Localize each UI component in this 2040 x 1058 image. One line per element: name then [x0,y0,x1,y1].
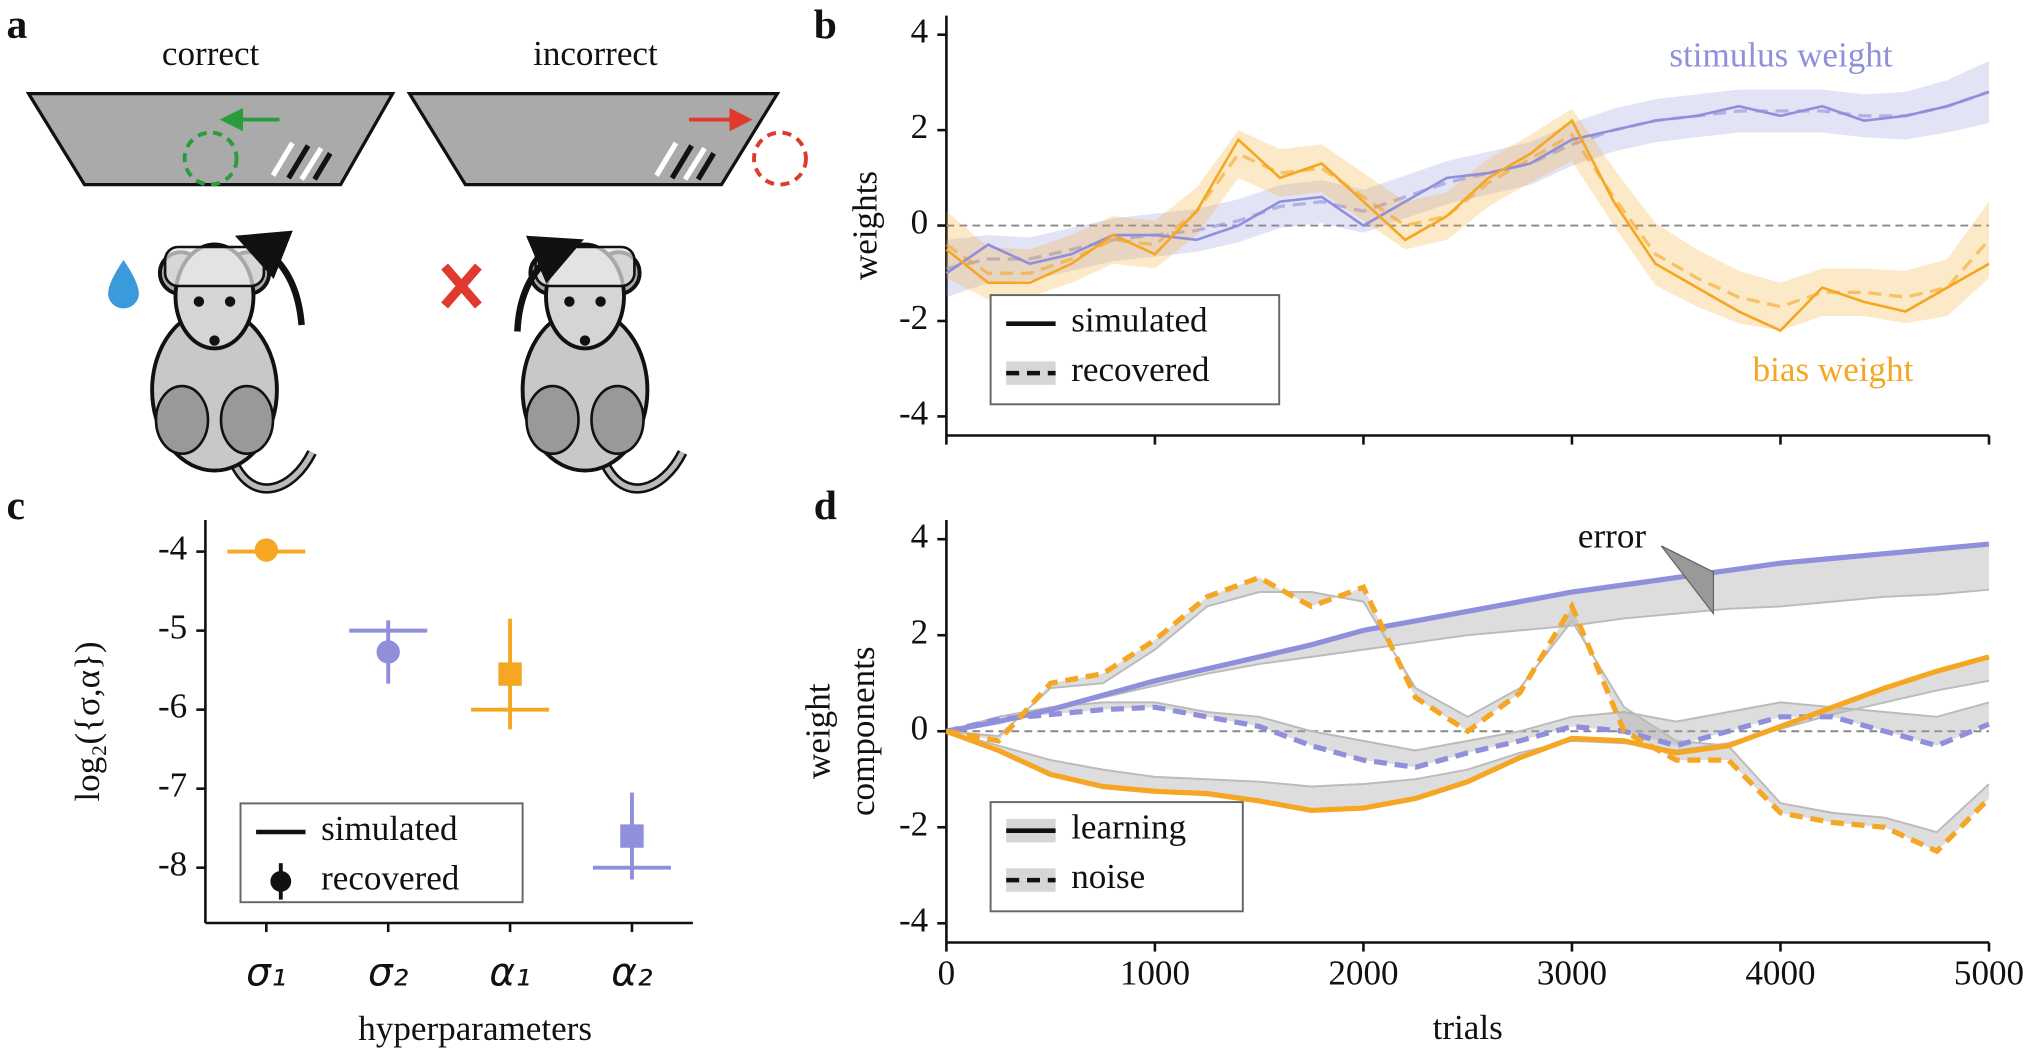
screen [406,91,781,187]
mouse [523,244,683,488]
series-label: bias weight [1753,350,1914,389]
error-band [946,577,1989,852]
y-tick-label: -4 [899,900,928,939]
recovered-marker [254,538,279,562]
error-band [946,702,1989,768]
y-tick-label: -2 [899,298,928,337]
legend-label: simulated [321,809,458,848]
y-tick-label: 0 [911,708,929,747]
x-tick-label: 2000 [1328,953,1398,992]
series-line [945,541,1990,734]
series-line [945,704,1990,770]
panel-label: b [814,1,837,47]
true-line [946,679,1990,788]
grating [270,141,333,181]
y-axis-label: weights [845,171,884,280]
legend-box [989,294,1281,406]
y-tick-label: -5 [158,608,187,647]
x-tick-label: 5000 [1954,953,2024,992]
x-axis-label: hyperparameters [358,1009,592,1048]
recovered-marker [498,662,522,686]
recovered-marker [376,640,400,664]
true-line [946,588,1990,733]
grating [654,141,716,181]
y-tick-label: 0 [911,203,929,242]
x-tick-label: σ₂ [368,950,408,995]
target [752,130,808,187]
target [182,130,239,187]
figure-body: a b c d correct incorrect -4 -2 0 2 4 stimulu… [7,1,2025,1048]
legend-label: recovered [321,858,460,897]
legend-label: noise [1071,857,1145,896]
legend-label: simulated [1071,301,1208,340]
y-tick-label: -6 [158,687,187,726]
diagram-label: incorrect [533,34,658,73]
x-tick-label: 0 [938,953,956,992]
series-line [945,654,1990,814]
series-label: stimulus weight [1669,36,1892,75]
series-line [945,90,1990,275]
y-tick-label: 4 [911,516,929,555]
legend-marker [270,870,292,892]
x-tick-label: α₂ [611,950,652,995]
x-tick-label: α₁ [489,950,530,995]
turn-arrow [514,235,584,332]
error-band [946,108,1989,331]
screen [25,91,396,187]
annotation: error [1578,517,1646,556]
y-tick-label: -8 [158,845,187,884]
y-tick-label: -4 [158,529,187,568]
legend-label: learning [1071,808,1186,847]
x-tick-label: 1000 [1120,953,1190,992]
x-axis-label: trials [1433,1008,1503,1047]
series-line [945,118,1990,333]
task-diagram: correct incorrect [25,34,808,488]
x-tick-label: σ₁ [246,950,286,995]
y-axis-label: log₂({σ,α}) [68,641,107,801]
annotation-arrow [1660,545,1715,616]
true-line [946,701,1990,752]
error-band [946,544,1989,732]
y-tick-label: -2 [899,804,928,843]
reward-drop [108,260,139,309]
error-band [946,60,1989,298]
x-tick-label: 3000 [1537,953,1607,992]
true-line [946,591,1990,834]
recovered-marker [620,824,644,848]
panel-label: a [7,1,28,47]
y-tick-label: -7 [158,766,187,805]
turn-arrow [234,230,305,326]
y-tick-label: 2 [911,612,929,651]
y-tick-label: 2 [911,107,929,146]
error-cross [441,263,482,309]
y-tick-label: 4 [911,12,929,51]
y-axis-label: weight [799,683,838,779]
panel-label: c [7,482,25,528]
diagram-label: correct [162,34,260,73]
series-line [945,574,1991,855]
panel-label: d [814,482,837,528]
x-tick-label: 4000 [1745,953,1815,992]
legend-label: recovered [1071,350,1210,389]
y-axis-label: components [843,646,882,816]
y-tick-label: -4 [899,393,928,432]
